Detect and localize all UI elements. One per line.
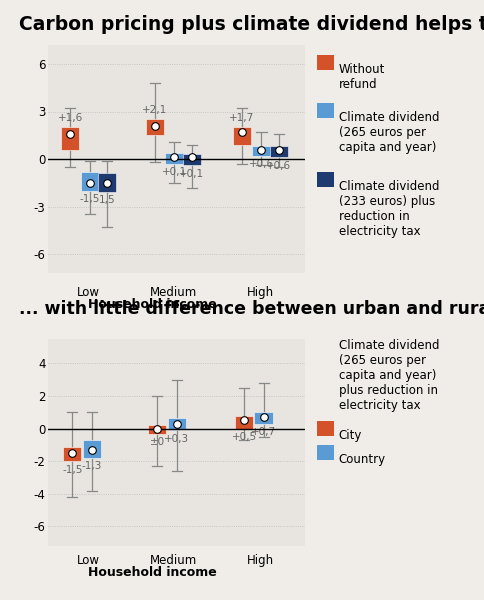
Text: Without
refund: Without refund [339, 63, 385, 91]
Text: -1,5: -1,5 [79, 194, 100, 204]
Bar [148, 425, 166, 434]
Text: Low: Low [77, 554, 100, 567]
Bar [270, 146, 288, 157]
Text: High: High [246, 286, 273, 299]
Text: +0,6: +0,6 [249, 159, 274, 169]
Bar [233, 127, 251, 145]
Text: ... with little difference between urban and rural areas: ... with little difference between urban… [19, 300, 484, 318]
Bar [167, 418, 186, 430]
Text: City: City [339, 429, 362, 442]
Text: Climate dividend
(233 euros) plus
reduction in
electricity tax: Climate dividend (233 euros) plus reduct… [339, 180, 439, 238]
Text: Household income: Household income [89, 566, 217, 578]
Text: Carbon pricing plus climate dividend helps the poor ...: Carbon pricing plus climate dividend hel… [19, 15, 484, 34]
Text: 1,5: 1,5 [99, 196, 115, 205]
Text: Household income: Household income [89, 298, 217, 311]
Text: +0,7: +0,7 [251, 427, 276, 437]
Bar [235, 416, 253, 428]
Text: Country: Country [339, 453, 386, 466]
Bar [255, 412, 273, 424]
Bar [146, 119, 164, 135]
Text: +2,1: +2,1 [142, 106, 167, 115]
Bar [166, 152, 183, 164]
Text: Medium: Medium [150, 554, 197, 567]
Bar [83, 440, 101, 458]
Text: +0,3: +0,3 [164, 434, 189, 443]
Text: Climate dividend
(265 euros per
capita and year)
plus reduction in
electricity t: Climate dividend (265 euros per capita a… [339, 339, 439, 412]
Bar [98, 173, 116, 192]
Bar [183, 154, 201, 166]
Bar [61, 127, 79, 149]
Text: +1,6: +1,6 [58, 113, 83, 124]
Text: Climate dividend
(265 euros per
capita and year): Climate dividend (265 euros per capita a… [339, 111, 439, 154]
Text: ±0: ±0 [150, 437, 165, 447]
Text: -1,3: -1,3 [82, 461, 102, 471]
Text: +0,1: +0,1 [162, 167, 187, 177]
Bar [252, 146, 271, 156]
Text: +0,1: +0,1 [179, 169, 204, 179]
Text: +0,6: +0,6 [266, 161, 291, 170]
Text: Medium: Medium [150, 286, 197, 299]
Bar [63, 446, 81, 461]
Text: Low: Low [77, 286, 100, 299]
Text: +1,7: +1,7 [229, 113, 255, 124]
Text: High: High [246, 554, 273, 567]
Bar [80, 172, 99, 191]
Text: -1,5: -1,5 [62, 464, 82, 475]
Text: +0,5: +0,5 [231, 432, 257, 442]
